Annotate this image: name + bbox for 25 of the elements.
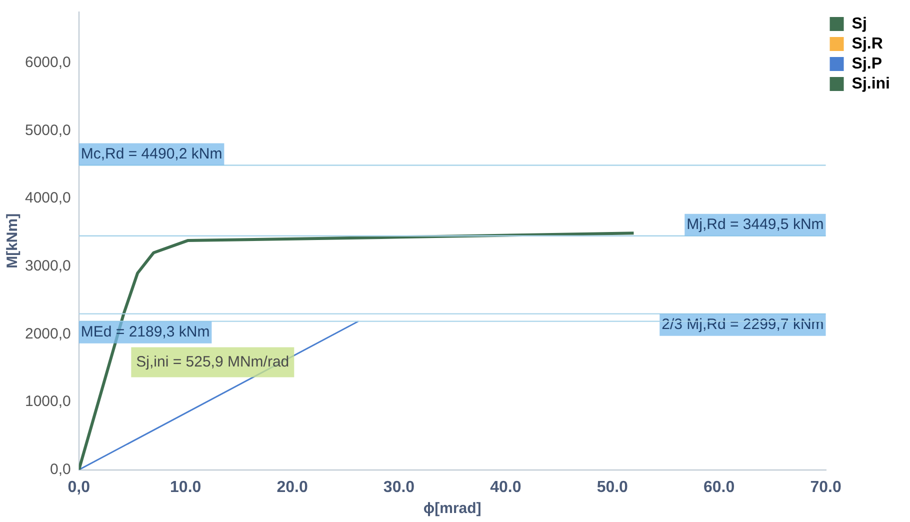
- legend-label: Sj.P: [852, 55, 882, 72]
- x-tick-label: 60.0: [704, 478, 735, 496]
- x-tick-label: 0,0: [68, 478, 90, 496]
- y-tick-label: 1000,0: [24, 393, 71, 410]
- y-tick-label: 4000,0: [24, 190, 71, 207]
- ref-line-label: Mc,Rd = 4490,2 kNm: [80, 145, 222, 162]
- y-tick-label: 5000,0: [24, 122, 71, 139]
- legend-label: Sj.ini: [852, 75, 890, 92]
- x-tick-label: 40.0: [490, 478, 522, 496]
- ref-line-label: MEd = 2189,3 kNm: [80, 323, 210, 340]
- y-axis-title: M[kNm]: [4, 213, 22, 268]
- x-tick-label: 10.0: [170, 478, 202, 496]
- x-tick-label: 70.0: [810, 478, 842, 496]
- y-tick-label: 0,0: [50, 460, 71, 478]
- y-tick-label: 6000,0: [24, 54, 71, 72]
- ref-line-label: Mj,Rd = 3449,5 kNm: [686, 216, 824, 233]
- annotation: Sj,ini = 525,9 MNm/rad: [136, 353, 290, 370]
- x-tick-label: 30.0: [383, 478, 415, 496]
- y-tick-label: 3000,0: [24, 257, 71, 274]
- legend-label: Sj.R: [852, 35, 884, 52]
- x-tick-label: 50.0: [596, 478, 628, 496]
- y-tick-label: 2000,0: [24, 325, 71, 342]
- x-axis-title: ϕ[mrad]: [423, 500, 482, 518]
- legend-label: Sj: [852, 15, 867, 32]
- x-tick-label: 20.0: [276, 478, 308, 496]
